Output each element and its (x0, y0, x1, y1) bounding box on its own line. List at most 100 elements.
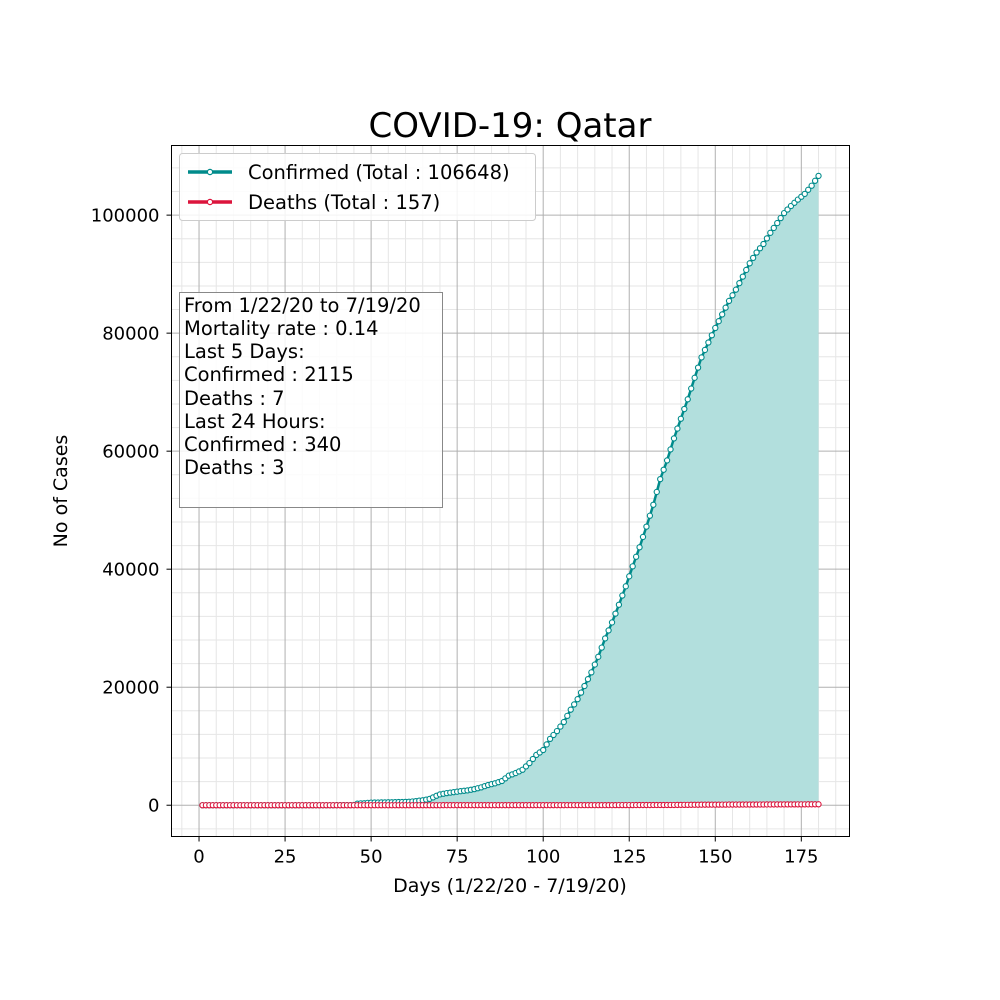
y-tick-label: 60000 (102, 442, 159, 463)
series-1 (199, 801, 822, 809)
y-tick-label: 100000 (91, 206, 160, 227)
info-line-date-range: From 1/22/20 to 7/19/20 (184, 294, 421, 317)
data-point (767, 229, 774, 236)
data-point (646, 512, 654, 519)
chart-title: COVID-19: Qatar (369, 106, 652, 146)
data-point (571, 701, 578, 708)
data-point (588, 669, 595, 676)
data-point (619, 592, 626, 599)
legend-entry-confirmed: Confirmed (Total : 106648) (248, 161, 510, 184)
data-point (801, 190, 808, 198)
data-point (725, 297, 733, 305)
series-layer (199, 172, 822, 809)
data-point (808, 182, 815, 189)
y-tick-label: 0 (148, 796, 159, 817)
data-point (639, 533, 647, 541)
data-point (712, 324, 719, 332)
info-box-frame (179, 292, 443, 508)
data-point (760, 240, 767, 248)
data-point (698, 354, 705, 361)
data-point (626, 573, 633, 580)
data-point (660, 466, 667, 473)
data-point (691, 374, 698, 381)
data-point (705, 339, 712, 346)
data-point (815, 801, 822, 808)
data-point (653, 488, 660, 496)
legend-marker-confirmed (206, 168, 214, 176)
data-point (708, 332, 715, 339)
data-point (753, 249, 760, 256)
data-point (557, 723, 564, 730)
info-line-last-5-days: Last 5 Days: (184, 340, 305, 363)
series-area-fill (202, 175, 819, 806)
data-point (577, 689, 585, 696)
data-point (811, 177, 819, 184)
data-point (598, 644, 605, 651)
data-point (749, 254, 757, 262)
data-point (591, 661, 598, 668)
data-point (553, 727, 561, 735)
data-point (763, 235, 771, 242)
data-point (632, 553, 640, 560)
legend: Confirmed (Total : 106648) Deaths (Total… (179, 153, 536, 221)
data-point (805, 186, 812, 193)
data-point (529, 755, 537, 763)
data-point (560, 718, 567, 726)
data-point (605, 627, 612, 634)
legend-marker-deaths (206, 198, 214, 206)
data-point (574, 696, 581, 703)
x-axis: 0 25 50 75 100 125 150 175 (193, 836, 818, 868)
data-point (719, 311, 726, 318)
data-point (526, 759, 533, 767)
data-point (584, 676, 592, 683)
data-point (636, 544, 643, 551)
data-point (677, 415, 685, 422)
y-axis: 0 20000 40000 60000 80000 100000 (91, 206, 172, 817)
data-point (615, 601, 623, 608)
data-point (736, 279, 743, 287)
y-tick-label: 20000 (102, 678, 159, 699)
data-point (715, 318, 722, 325)
x-tick-label: 100 (526, 847, 560, 868)
data-point (729, 292, 736, 299)
legend-entry-deaths: Deaths (Total : 157) (248, 191, 440, 214)
data-point (608, 619, 616, 626)
data-point (567, 706, 574, 713)
info-line-24h-confirmed: Confirmed : 340 (184, 433, 341, 456)
data-point (663, 457, 671, 464)
data-point (550, 731, 557, 739)
x-tick-label: 50 (360, 847, 383, 868)
x-tick-label: 25 (274, 847, 297, 868)
data-point (629, 563, 636, 570)
info-line-5d-deaths: Deaths : 7 (184, 387, 285, 410)
data-point (743, 266, 750, 274)
data-point (746, 260, 753, 267)
x-tick-label: 175 (784, 847, 818, 868)
data-point (701, 346, 709, 354)
data-point (756, 245, 764, 252)
data-point (694, 364, 702, 371)
x-axis-label: Days (1/22/20 - 7/19/20) (393, 875, 627, 897)
data-point (684, 396, 691, 403)
data-point (670, 435, 678, 442)
data-point (595, 653, 602, 660)
data-point (667, 446, 674, 453)
data-point (643, 523, 650, 530)
legend-box (179, 153, 536, 221)
data-point (543, 741, 550, 748)
data-point (688, 385, 695, 392)
data-point (739, 273, 746, 280)
plot-frame (171, 145, 850, 837)
y-axis-label: No of Cases (50, 435, 72, 548)
data-point (564, 712, 571, 720)
data-point (581, 682, 588, 690)
data-point (612, 610, 619, 617)
y-tick-label: 40000 (102, 560, 159, 581)
data-point (722, 304, 729, 311)
data-point (622, 583, 629, 590)
data-point (540, 746, 547, 754)
data-point (732, 286, 740, 293)
data-point (674, 425, 681, 432)
data-point (546, 735, 554, 743)
